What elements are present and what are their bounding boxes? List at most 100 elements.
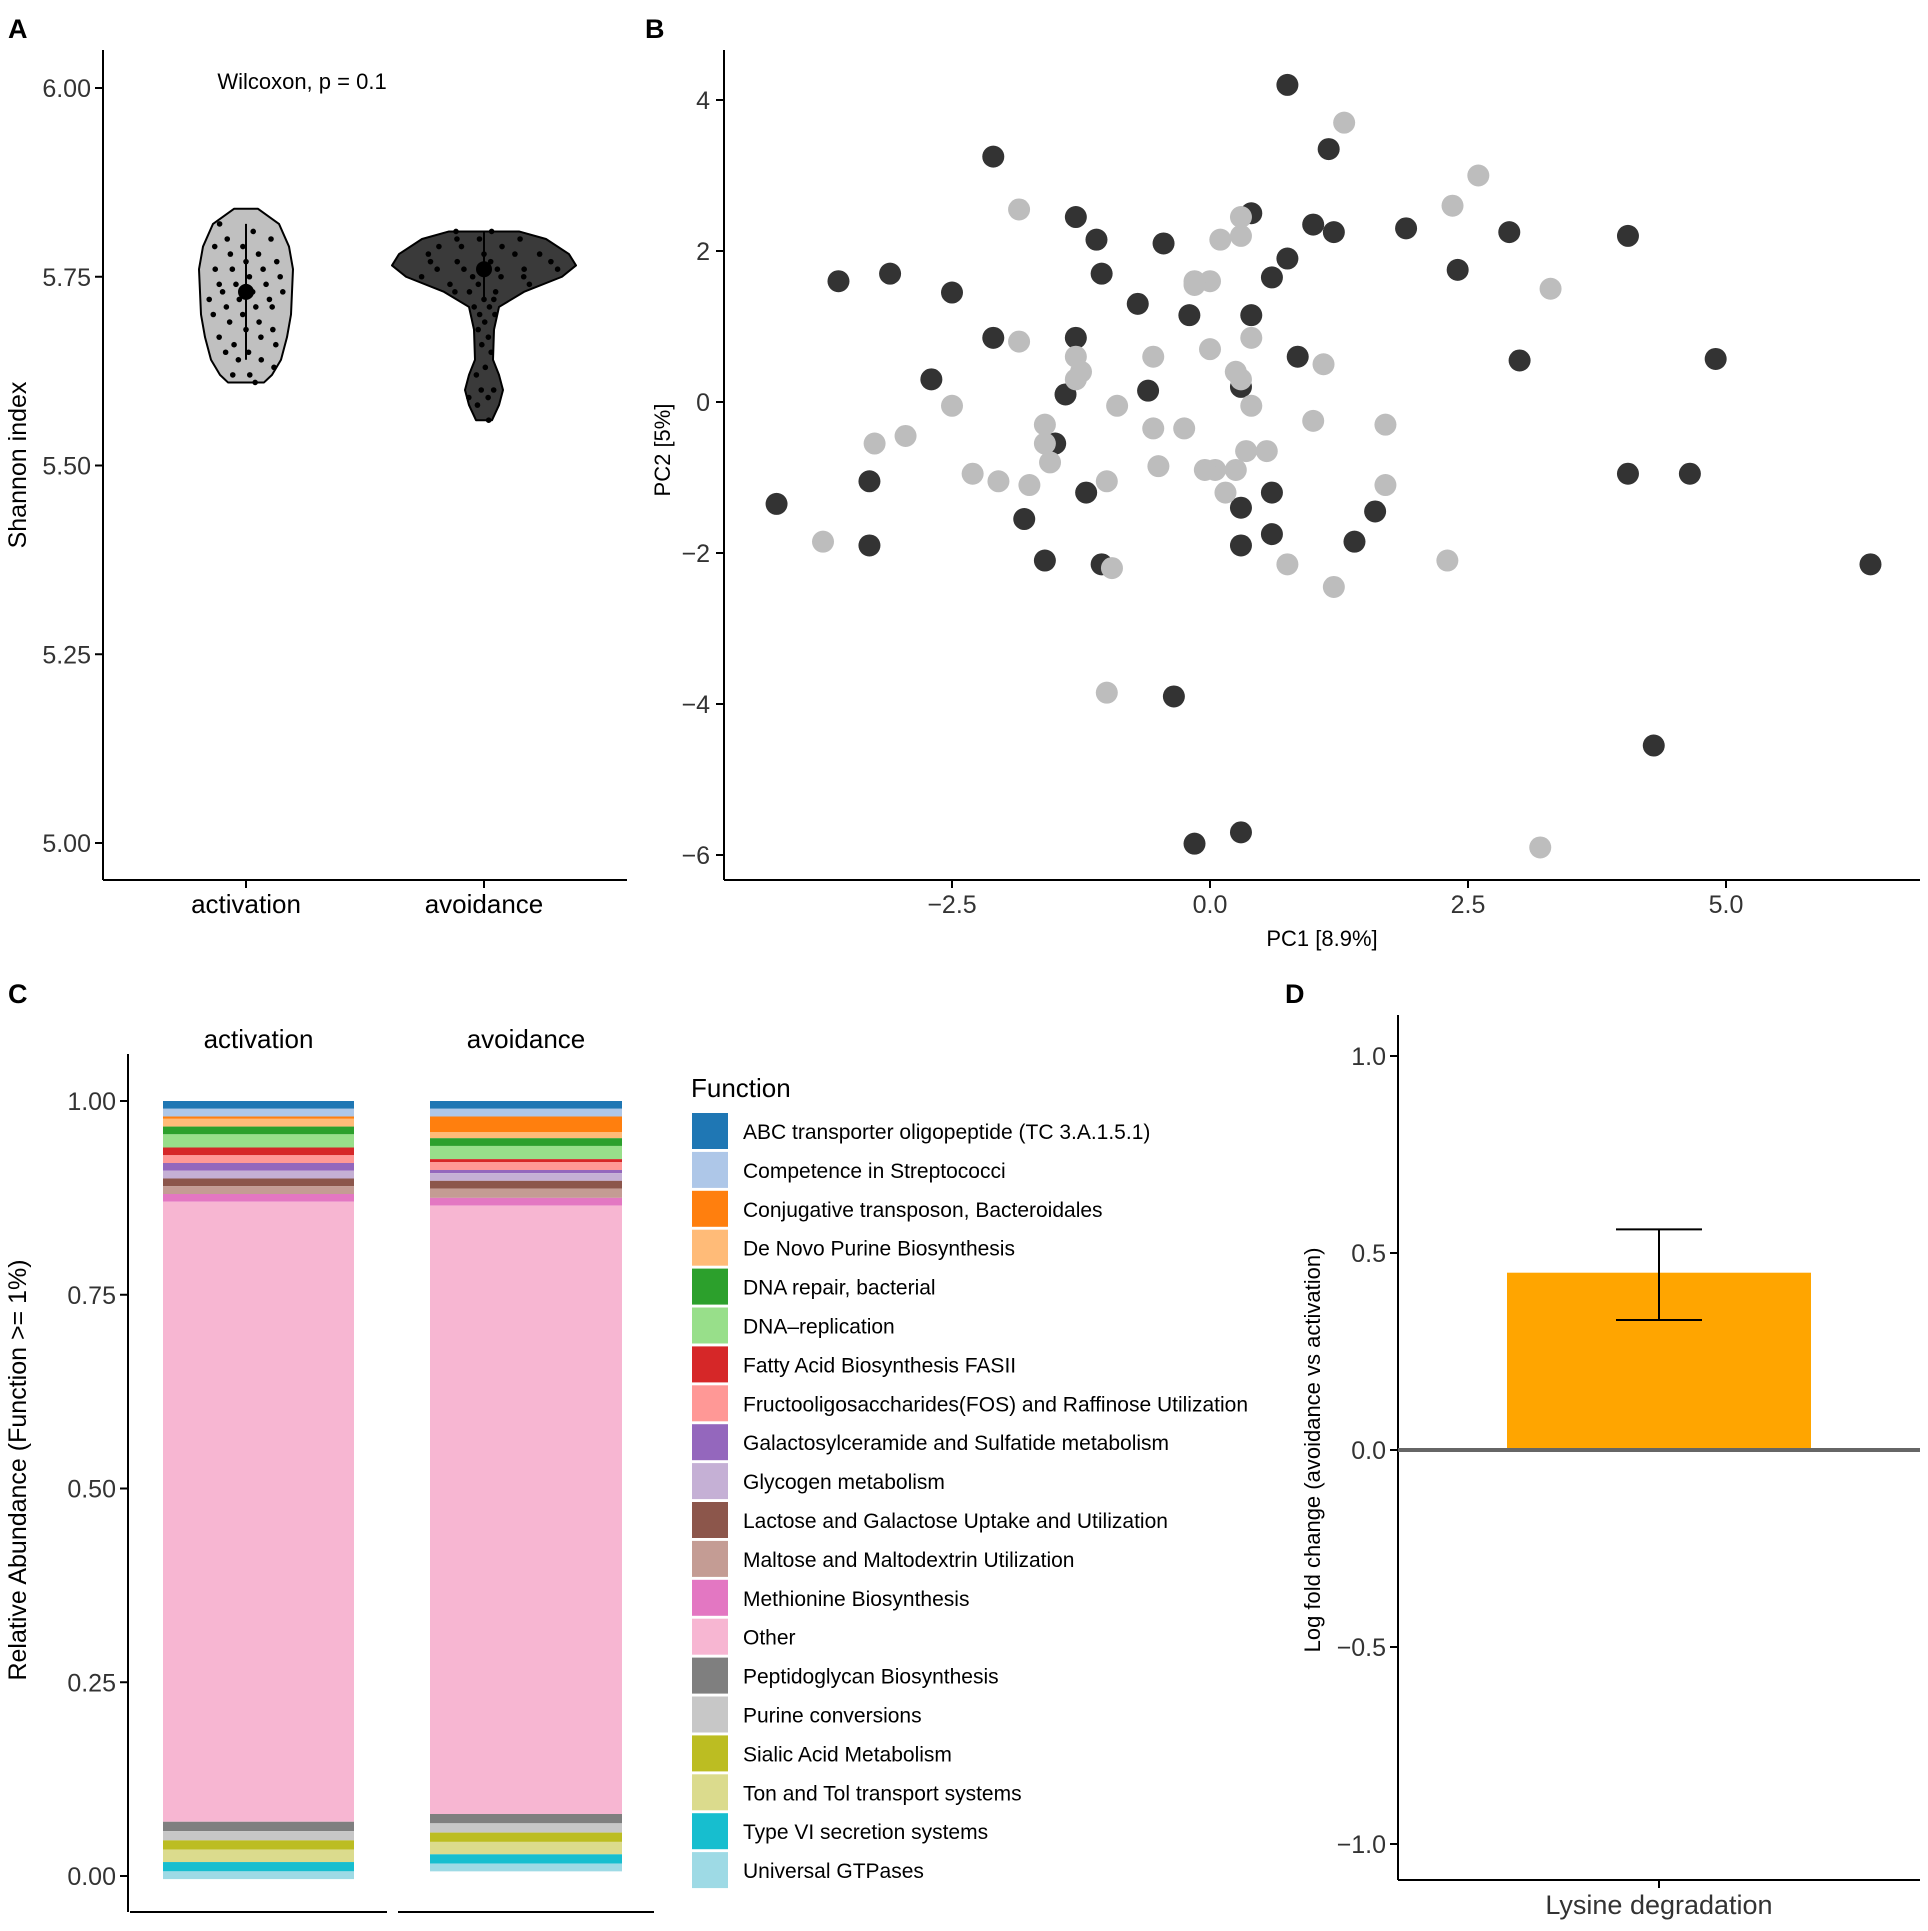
data-point (473, 372, 480, 378)
scatter-point-dark (1642, 734, 1665, 757)
y-tick-label: 0.50 (67, 1476, 116, 1504)
scatter-point-light (863, 432, 886, 455)
bar-segment-2 (163, 1116, 354, 1119)
scatter-point-light (1240, 326, 1263, 349)
bar-segment-13 (163, 1201, 354, 1822)
legend-swatch (692, 1385, 728, 1422)
legend-swatch (692, 1774, 728, 1811)
legend-swatch (692, 1579, 728, 1616)
y-tick-label: 0.75 (67, 1282, 116, 1310)
data-point (512, 251, 518, 257)
legend-swatch (692, 1190, 728, 1227)
scatter-point-dark (1302, 213, 1325, 236)
legend-label: DNA repair, bacterial (743, 1277, 936, 1300)
data-point (425, 251, 432, 257)
scatter-point-light (1436, 549, 1459, 572)
scatter-point-dark (1162, 685, 1185, 708)
panel-c: C 0.00 0.25 0.50 0.75 1.00 Relative Abundance … (4, 979, 1248, 1913)
y-tick-label: 0.0 (1351, 1437, 1386, 1465)
scatter-point-dark (1446, 258, 1469, 281)
x-tick-label: −2.5 (927, 891, 976, 919)
legend-swatch (692, 1696, 728, 1733)
data-point (216, 221, 223, 227)
y-tick-label: −2 (681, 540, 710, 568)
y-tick-label: −4 (681, 691, 710, 719)
scatter-point-dark (1183, 832, 1206, 855)
data-point (235, 357, 242, 363)
y-tick-label: −1.0 (1337, 1831, 1386, 1859)
scatter-point-light (1064, 368, 1087, 391)
data-point (258, 357, 265, 363)
scatter-point-dark (1260, 523, 1283, 546)
data-point (492, 311, 498, 318)
scatter-point-dark (858, 470, 881, 493)
scatter-point-light (1183, 273, 1206, 296)
bar-segment-17 (163, 1849, 354, 1863)
legend-swatch (692, 1424, 728, 1461)
scatter-point-light (1235, 440, 1258, 463)
annotation: Wilcoxon, p = 0.1 (217, 69, 386, 94)
bar-segment-7 (163, 1155, 354, 1163)
scatter-point-dark (1033, 549, 1056, 572)
bar-segment-0 (163, 1101, 354, 1109)
bar-segment-5 (430, 1145, 622, 1160)
scatter-point-light (1240, 394, 1263, 417)
data-point (466, 394, 472, 401)
legend-label: Fatty Acid Biosynthesis FASII (743, 1354, 1016, 1377)
y-tick-label: −0.5 (1337, 1634, 1386, 1662)
scatter-point-dark (982, 145, 1005, 168)
data-point (266, 296, 273, 303)
bar-segment-6 (430, 1159, 622, 1163)
data-point (233, 281, 239, 288)
scatter-point-dark (1240, 304, 1263, 327)
x-tick-label: 0.0 (1193, 891, 1228, 919)
legend-label: Fructooligosaccharides(FOS) and Raffinos… (743, 1393, 1248, 1416)
bar-segment-11 (163, 1186, 354, 1194)
legend-swatch (692, 1463, 728, 1500)
scatter-point-dark (941, 281, 963, 304)
scatter-point-light (1529, 836, 1552, 859)
scatter-point-light (1229, 206, 1252, 229)
scatter-point-dark (1498, 221, 1521, 244)
data-point (273, 341, 279, 348)
bar-segment-14 (430, 1814, 622, 1824)
data-point (269, 304, 275, 310)
legend-label: Ton and Tol transport systems (743, 1782, 1022, 1805)
data-point (499, 243, 505, 250)
legend-label: Peptidoglycan Biosynthesis (743, 1666, 999, 1689)
data-point (454, 258, 461, 265)
legend-swatch (692, 1307, 728, 1344)
data-point (476, 236, 483, 242)
data-point (236, 296, 243, 303)
scatter-point-light (1008, 198, 1031, 221)
data-point (485, 394, 491, 401)
data-point (263, 281, 269, 288)
legend-swatch (692, 1657, 728, 1694)
scatter-point-light (1333, 111, 1356, 134)
y-tick-label: 5.25 (42, 641, 91, 669)
bar-segment-5 (163, 1134, 354, 1148)
scatter-point-dark (1616, 462, 1639, 485)
data-point (476, 311, 483, 318)
mean-point (476, 261, 492, 278)
scatter-point-light (1255, 440, 1278, 463)
legend-swatch (692, 1113, 728, 1149)
x-axis-title: PC1 [8.9%] (1266, 926, 1377, 951)
data-point (239, 311, 246, 318)
data-point (454, 236, 460, 242)
scatter-point-dark (1260, 481, 1283, 504)
scatter-point-dark (1229, 496, 1252, 519)
violin-avoidance (391, 230, 577, 422)
scatter-point-light (1142, 417, 1165, 440)
data-point (458, 243, 465, 250)
data-point (229, 372, 236, 378)
bar-segment-12 (430, 1197, 622, 1206)
panel-d: D −1.0 −0.5 0.0 0.5 1.0 Log fold change (avoid… (1285, 979, 1920, 1920)
data-point (461, 266, 467, 273)
legend-label: De Novo Purine Biosynthesis (743, 1238, 1015, 1261)
legend-label: Lactose and Galactose Uptake and Utiliza… (743, 1510, 1168, 1533)
x-tick-label: activation (191, 889, 301, 919)
scatter-point-light (1322, 575, 1345, 598)
bar-segment-3 (163, 1118, 354, 1127)
scatter-point-dark (1508, 349, 1531, 372)
